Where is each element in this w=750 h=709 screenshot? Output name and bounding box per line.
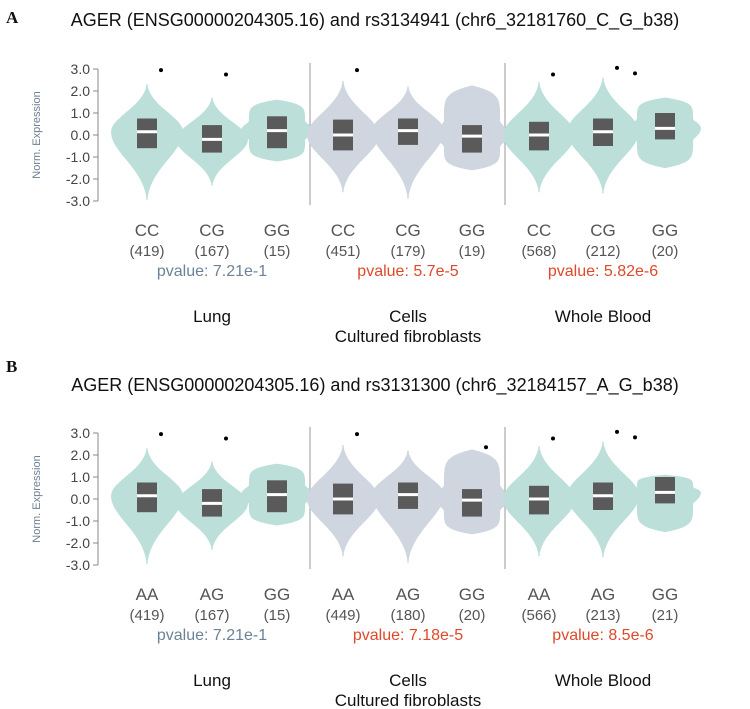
violin-chart: 3.0 2.0 1.0 0.0 -1.0 -2.0 -3.0 Norm. Expression… [31, 61, 701, 346]
outlier-point [615, 65, 619, 70]
genotype-label: CC [527, 221, 552, 240]
outlier-point [633, 71, 637, 76]
y-tick-label: -1.0 [66, 149, 90, 165]
tissue-label: Whole Blood [555, 671, 651, 690]
genotype-label: AA [136, 585, 159, 604]
tissue-label: Cells [389, 307, 427, 326]
outlier-point [551, 72, 555, 77]
panel-title: AGER (ENSG00000204305.16) and rs3134941 … [70, 10, 680, 30]
y-axis-label: Norm. Expression [31, 455, 43, 542]
sample-count-label: (20) [459, 607, 486, 624]
sample-count-label: (167) [194, 243, 229, 260]
y-tick-label: -2.0 [66, 171, 90, 187]
panel-letter: B [6, 357, 18, 376]
y-axis-label: Norm. Expression [31, 91, 43, 178]
y-tick-label: -3.0 [66, 557, 90, 573]
iqr-box [462, 489, 482, 517]
pvalue-label: pvalue: 5.7e-5 [357, 263, 459, 280]
sample-count-label: (19) [459, 243, 486, 260]
pvalue-label: pvalue: 8.5e-6 [552, 627, 654, 644]
genotype-label: GG [264, 585, 290, 604]
y-tick-label: -2.0 [66, 535, 90, 551]
y-tick-label: 3.0 [71, 425, 91, 441]
genotype-label: CG [395, 221, 421, 240]
outlier-point [355, 432, 359, 437]
violin-chart: 3.0 2.0 1.0 0.0 -1.0 -2.0 -3.0 Norm. Expression… [31, 425, 701, 709]
iqr-box [137, 118, 157, 149]
sample-count-label: (449) [325, 607, 360, 624]
y-tick-label: -1.0 [66, 513, 90, 529]
iqr-box [267, 480, 287, 513]
outlier-point [224, 72, 228, 77]
y-tick-label: -3.0 [66, 193, 90, 209]
y-tick-label: 0.0 [71, 127, 91, 143]
sample-count-label: (212) [585, 243, 620, 260]
outlier-point [551, 436, 555, 441]
pvalue-label: pvalue: 5.82e-6 [548, 263, 658, 280]
sample-count-label: (213) [585, 607, 620, 624]
y-tick-label: 0.0 [71, 491, 91, 507]
tissue-sublabel: Cultured fibroblasts [335, 327, 481, 346]
genotype-label: CC [331, 221, 356, 240]
genotype-label: GG [459, 221, 485, 240]
genotype-label: GG [264, 221, 290, 240]
sample-count-label: (566) [521, 607, 556, 624]
sample-count-label: (419) [129, 607, 164, 624]
genotype-label: CG [590, 221, 616, 240]
genotype-label: GG [652, 221, 678, 240]
panel-a: A AGER (ENSG00000204305.16) and rs313494… [0, 0, 750, 354]
tissue-label: Cells [389, 671, 427, 690]
y-tick-label: 1.0 [71, 469, 91, 485]
sample-count-label: (179) [390, 243, 425, 260]
iqr-box [462, 125, 482, 153]
tissue-sublabel: Cultured fibroblasts [335, 691, 481, 709]
genotype-label: AA [528, 585, 551, 604]
sample-count-label: (15) [264, 243, 291, 260]
sample-count-label: (180) [390, 607, 425, 624]
outlier-point [159, 432, 163, 437]
outlier-point [633, 435, 637, 440]
outlier-point [224, 436, 228, 441]
sample-count-label: (15) [264, 607, 291, 624]
iqr-box [655, 113, 675, 140]
genotype-label: AG [591, 585, 616, 604]
y-tick-label: 2.0 [71, 447, 91, 463]
sample-count-label: (21) [652, 607, 679, 624]
sample-count-label: (451) [325, 243, 360, 260]
iqr-box [655, 477, 675, 504]
outlier-point [159, 68, 163, 73]
genotype-label: AA [332, 585, 355, 604]
genotype-label: CC [135, 221, 160, 240]
genotype-label: GG [652, 585, 678, 604]
pvalue-label: pvalue: 7.21e-1 [157, 263, 267, 280]
tissue-label: Lung [193, 307, 231, 326]
outlier-point [355, 68, 359, 73]
iqr-box [267, 116, 287, 149]
genotype-label: AG [396, 585, 421, 604]
iqr-box [137, 482, 157, 513]
panel-letter: A [6, 8, 19, 27]
pvalue-label: pvalue: 7.18e-5 [353, 627, 463, 644]
genotype-label: CG [199, 221, 225, 240]
y-tick-label: 3.0 [71, 61, 91, 77]
genotype-label: GG [459, 585, 485, 604]
sample-count-label: (568) [521, 243, 556, 260]
tissue-label: Whole Blood [555, 307, 651, 326]
sample-count-label: (167) [194, 607, 229, 624]
panel-b: B AGER (ENSG00000204305.16) and rs313130… [0, 355, 750, 709]
panel-title: AGER (ENSG00000204305.16) and rs3131300 … [71, 375, 679, 395]
tissue-label: Lung [193, 671, 231, 690]
outlier-point [484, 445, 488, 450]
sample-count-label: (20) [652, 243, 679, 260]
y-tick-label: 2.0 [71, 83, 91, 99]
genotype-label: AG [200, 585, 225, 604]
y-tick-label: 1.0 [71, 105, 91, 121]
sample-count-label: (419) [129, 243, 164, 260]
outlier-point [615, 429, 619, 434]
pvalue-label: pvalue: 7.21e-1 [157, 627, 267, 644]
